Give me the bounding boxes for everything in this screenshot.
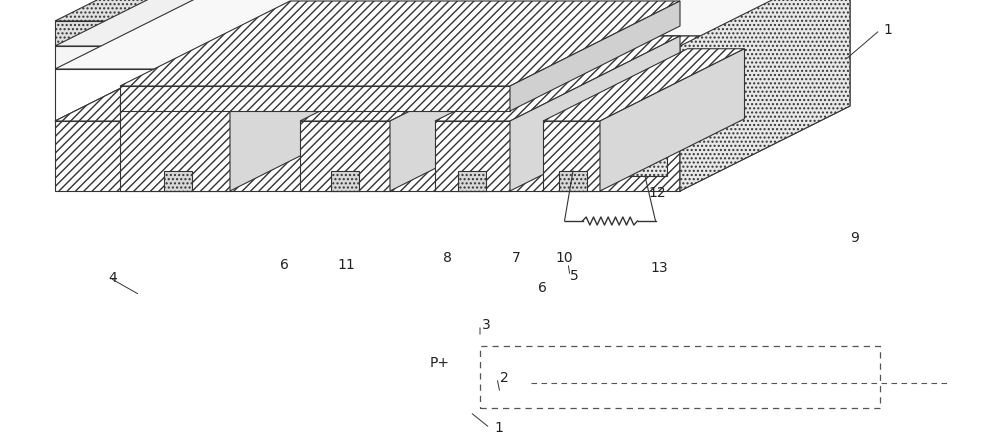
Polygon shape	[435, 121, 510, 191]
Polygon shape	[55, 36, 850, 121]
Polygon shape	[120, 86, 510, 111]
Polygon shape	[680, 0, 850, 46]
Polygon shape	[680, 36, 850, 191]
Polygon shape	[55, 36, 850, 121]
Text: 12: 12	[648, 186, 666, 200]
Polygon shape	[55, 69, 680, 121]
Polygon shape	[600, 49, 744, 191]
Polygon shape	[510, 1, 680, 111]
Text: 5: 5	[570, 269, 579, 283]
Polygon shape	[120, 16, 400, 101]
Polygon shape	[331, 171, 359, 191]
Polygon shape	[55, 21, 680, 46]
Text: 1: 1	[883, 23, 892, 37]
Polygon shape	[230, 16, 400, 191]
Polygon shape	[510, 36, 680, 191]
Polygon shape	[55, 0, 850, 21]
Polygon shape	[435, 36, 680, 121]
Polygon shape	[680, 0, 850, 69]
Polygon shape	[164, 101, 192, 171]
Polygon shape	[458, 101, 486, 171]
Polygon shape	[300, 36, 560, 121]
Polygon shape	[55, 0, 850, 69]
Polygon shape	[458, 171, 486, 191]
Polygon shape	[300, 121, 390, 191]
Text: 6: 6	[280, 258, 289, 272]
Text: 7: 7	[512, 251, 521, 265]
Polygon shape	[543, 49, 744, 121]
Polygon shape	[623, 96, 667, 176]
Polygon shape	[543, 121, 600, 191]
Text: P+: P+	[430, 356, 450, 370]
Text: 3: 3	[482, 318, 491, 332]
Polygon shape	[120, 1, 680, 86]
Text: 6: 6	[538, 281, 547, 295]
Polygon shape	[55, 121, 680, 191]
Text: 2: 2	[500, 371, 509, 385]
Polygon shape	[55, 0, 850, 46]
Polygon shape	[680, 0, 850, 191]
Text: 10: 10	[555, 251, 573, 265]
Polygon shape	[390, 36, 560, 191]
Polygon shape	[331, 101, 359, 171]
Polygon shape	[55, 46, 680, 69]
Text: 8: 8	[443, 251, 452, 265]
Polygon shape	[559, 171, 587, 191]
Polygon shape	[164, 171, 192, 191]
Polygon shape	[680, 0, 850, 121]
Text: 4: 4	[108, 271, 117, 285]
Text: 13: 13	[650, 261, 668, 275]
Polygon shape	[120, 101, 230, 191]
Text: 9: 9	[850, 231, 859, 245]
Text: 1: 1	[494, 421, 503, 435]
Text: 11: 11	[337, 258, 355, 272]
